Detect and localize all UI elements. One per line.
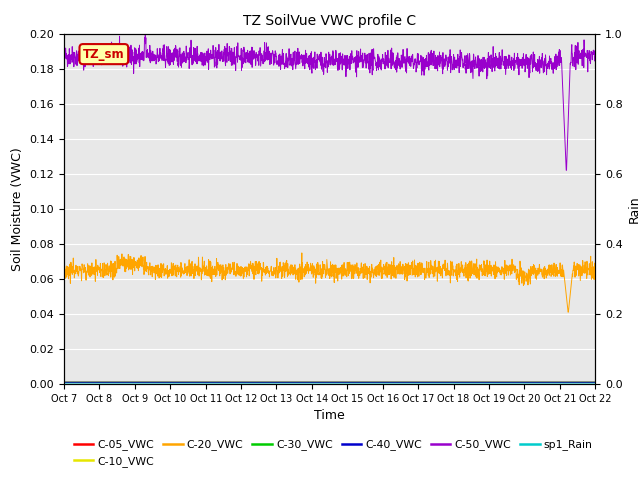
Y-axis label: Rain: Rain (628, 195, 640, 223)
Y-axis label: Soil Moisture (VWC): Soil Moisture (VWC) (11, 147, 24, 271)
Title: TZ SoilVue VWC profile C: TZ SoilVue VWC profile C (243, 14, 416, 28)
X-axis label: Time: Time (314, 409, 345, 422)
Text: TZ_sm: TZ_sm (83, 48, 125, 60)
Legend: C-05_VWC, C-10_VWC, C-20_VWC, C-30_VWC, C-40_VWC, C-50_VWC, sp1_Rain: C-05_VWC, C-10_VWC, C-20_VWC, C-30_VWC, … (69, 435, 597, 471)
